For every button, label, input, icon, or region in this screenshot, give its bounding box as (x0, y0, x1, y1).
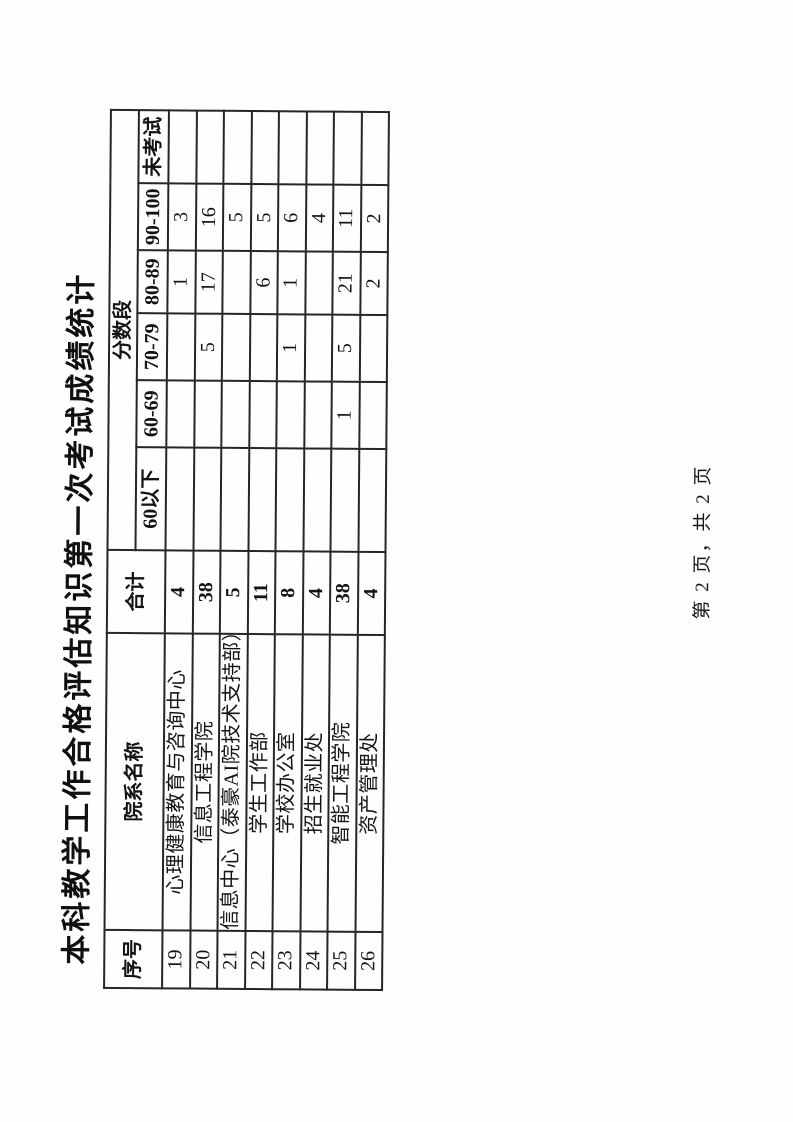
band-value-cell (360, 111, 389, 186)
col-header-band: 80-89 (137, 250, 168, 314)
score-stats-table: 序号 院系名称 合计 分数段 60以下 60-69 70-79 80-89 90-100… (103, 108, 390, 992)
band-value-cell (220, 447, 249, 551)
band-value-cell (195, 110, 224, 184)
band-value-cell: 1 (331, 381, 360, 449)
band-value-cell: 16 (195, 183, 224, 251)
band-value-cell (358, 381, 387, 450)
band-value-cell (166, 313, 195, 381)
band-value-cell (304, 251, 333, 315)
dept-name-cell: 信息工程学院 (190, 633, 220, 931)
row-number-cell: 22 (244, 930, 273, 990)
band-value-cell (250, 110, 279, 185)
band-value-cell (222, 250, 251, 315)
col-header-band: 90-100 (137, 183, 169, 251)
band-value-cell (249, 314, 278, 382)
row-number-cell: 24 (299, 931, 328, 990)
band-value-cell: 1 (276, 314, 305, 382)
band-value-cell (168, 110, 197, 184)
col-header-dept: 院系名称 (104, 632, 165, 931)
row-number-cell: 21 (217, 930, 246, 989)
band-value-cell: 5 (331, 314, 360, 382)
band-value-cell (359, 314, 388, 383)
band-value-cell (221, 313, 250, 381)
band-value-cell: 2 (359, 251, 388, 316)
band-value-cell (193, 380, 222, 448)
band-value-cell (192, 447, 222, 551)
band-value-cell (223, 110, 252, 185)
band-value-cell (278, 111, 307, 185)
col-header-band: 70-79 (136, 313, 168, 381)
total-cell: 11 (247, 550, 276, 635)
band-value-cell: 21 (332, 251, 361, 315)
band-value-cell (305, 111, 334, 185)
band-value-cell (304, 314, 333, 382)
document-title: 本科教学工作合格评估知识第一次考试成绩统计 (60, 271, 99, 965)
col-header-total: 合计 (106, 549, 166, 634)
band-value-cell (247, 447, 277, 552)
total-cell: 4 (164, 550, 193, 634)
table-row: 26 资产管理处 4 2 2 (354, 111, 389, 991)
total-cell: 5 (219, 550, 248, 634)
band-value-cell: 11 (332, 184, 361, 252)
dept-name-cell: 招生就业处 (300, 634, 330, 932)
band-value-cell (165, 447, 194, 551)
col-header-band: 未考试 (138, 110, 169, 184)
dept-name-cell: 智能工程学院 (327, 634, 358, 932)
total-cell: 8 (274, 551, 303, 635)
band-value-cell: 5 (222, 183, 251, 252)
band-value-cell (276, 381, 305, 449)
band-value-cell: 5 (194, 313, 223, 381)
row-number-cell: 19 (162, 930, 191, 989)
band-value-cell (302, 448, 332, 552)
dept-name-cell: 信息中心（泰豪AI院技术支持部） (217, 633, 248, 931)
row-number-cell: 25 (327, 931, 356, 990)
band-value-cell: 2 (360, 184, 389, 253)
band-value-cell (221, 380, 250, 448)
band-value-cell (333, 111, 362, 185)
col-header-band: 60-69 (136, 380, 167, 448)
row-number-cell: 20 (189, 930, 218, 989)
band-value-cell: 5 (250, 184, 279, 252)
band-value-cell: 17 (194, 250, 223, 314)
band-value-cell (248, 380, 277, 449)
band-value-cell: 6 (249, 251, 278, 315)
total-cell: 4 (302, 551, 331, 635)
dept-name-cell: 心理健康教育与咨询中心 (162, 633, 193, 931)
row-number-cell: 26 (354, 931, 383, 991)
dept-name-cell: 学生工作部 (245, 633, 275, 932)
total-cell: 38 (192, 550, 221, 634)
band-value-cell (303, 381, 332, 449)
col-header-band: 60以下 (135, 447, 167, 551)
total-cell: 4 (357, 551, 386, 636)
total-cell: 38 (329, 551, 358, 635)
band-value-cell (357, 448, 387, 553)
band-value-cell: 3 (167, 183, 196, 251)
dept-name-cell: 学校办公室 (272, 634, 303, 932)
band-value-cell: 4 (305, 184, 334, 252)
dept-name-cell: 资产管理处 (355, 634, 385, 933)
band-value-cell: 1 (277, 251, 306, 315)
band-value-cell (330, 448, 359, 552)
band-value-cell: 1 (167, 250, 196, 314)
col-header-no: 序号 (104, 929, 163, 989)
header-row-top: 序号 院系名称 合计 分数段 (104, 109, 166, 989)
band-value-cell: 6 (277, 184, 306, 252)
page-number: 第 2 页，共 2 页 (691, 464, 715, 620)
band-value-cell (275, 448, 304, 552)
col-header-band-group: 分数段 (107, 109, 139, 551)
row-number-cell: 23 (272, 931, 301, 990)
band-value-cell (166, 380, 195, 448)
